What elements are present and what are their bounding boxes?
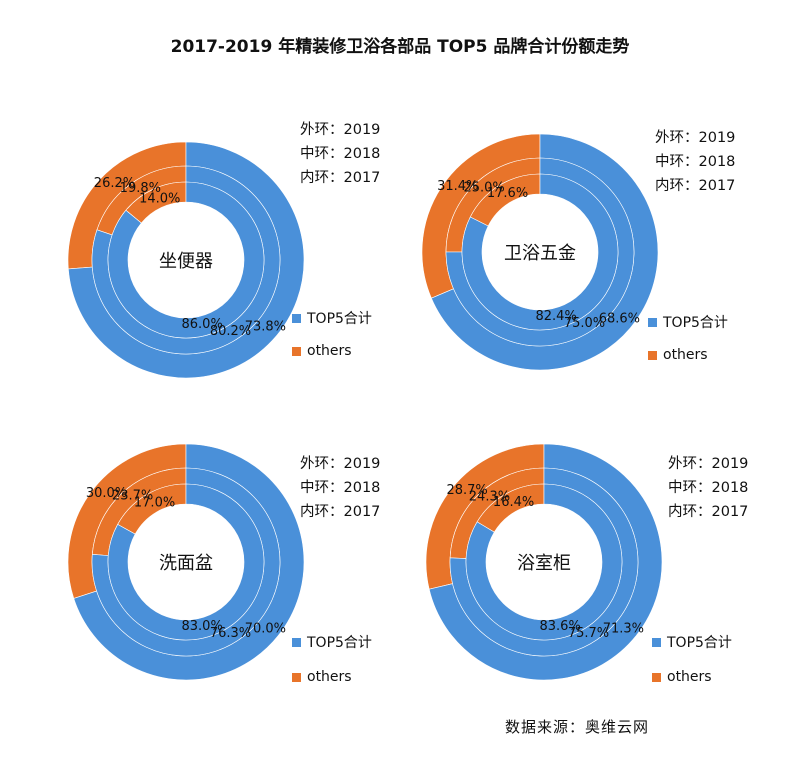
label-others-inner: 16.4% xyxy=(493,495,534,510)
legend-swatch-top5 xyxy=(652,637,661,647)
legend-label-others: others xyxy=(667,669,712,685)
donut-center-label: 洗面盆 xyxy=(159,553,213,574)
legend-item-others: others xyxy=(292,669,352,685)
ring-note-middle: 中环：2018 xyxy=(668,480,749,496)
slice-top5-inner xyxy=(107,181,265,339)
label-top5-inner: 86.0% xyxy=(182,317,223,332)
donut-center-label: 坐便器 xyxy=(159,251,213,272)
donut-panel-hardware: 31.4% 68.6% 25.0% 75.0% 17.6% 82.4% 卫浴五金 外环：20… xyxy=(360,80,760,410)
label-top5-middle: 75.0% xyxy=(564,316,605,331)
legend-label-top5: TOP5合计 xyxy=(667,635,732,651)
legend-swatch-top5 xyxy=(292,637,301,647)
label-top5-inner: 83.0% xyxy=(182,619,223,634)
slice-top5-inner xyxy=(461,173,619,331)
legend-swatch-top5 xyxy=(292,313,301,323)
legend-label-others: others xyxy=(307,669,352,685)
ring-note-outer: 外环：2019 xyxy=(300,122,381,138)
legend-swatch-others xyxy=(292,346,301,356)
label-top5-middle: 75.7% xyxy=(568,626,609,641)
ring-notes: 外环：2019 中环：2018 内环：2017 xyxy=(655,126,735,198)
legend-label-top5: TOP5合计 xyxy=(307,635,372,651)
ring-note-outer: 外环：2019 xyxy=(668,456,749,472)
label-others-middle: 24.3% xyxy=(469,490,510,505)
donut-center-label: 卫浴五金 xyxy=(504,243,576,264)
legend-item-top5: TOP5合计 xyxy=(292,632,372,652)
ring-note-middle: 中环：2018 xyxy=(300,146,381,162)
legend-label-others: others xyxy=(663,347,708,363)
label-others-inner: 14.0% xyxy=(139,191,180,206)
label-top5-outer: 73.8% xyxy=(245,320,286,335)
chart-title: 2017-2019 年精装修卫浴各部品 TOP5 品牌合计份额走势 xyxy=(170,37,630,57)
legend-label-others: others xyxy=(307,343,352,359)
label-top5-inner: 82.4% xyxy=(536,309,577,324)
legend-item-others: others xyxy=(292,343,352,359)
label-top5-outer: 68.6% xyxy=(599,312,640,327)
slice-top5-inner xyxy=(465,483,623,641)
label-others-outer: 26.2% xyxy=(94,176,135,191)
slice-top5-inner xyxy=(107,483,265,641)
legend-swatch-others xyxy=(648,350,657,360)
ring-note-inner: 内环：2017 xyxy=(300,504,381,520)
label-others-outer: 28.7% xyxy=(446,483,487,498)
ring-note-inner: 内环：2017 xyxy=(668,504,749,520)
legend-swatch-others xyxy=(292,672,301,682)
legend-label-top5: TOP5合计 xyxy=(663,315,728,331)
ring-note-outer: 外环：2019 xyxy=(300,456,381,472)
donut-chart-hardware: 31.4% 68.6% 25.0% 75.0% 17.6% 82.4% 卫浴五金 xyxy=(421,133,659,371)
ring-note-middle: 中环：2018 xyxy=(300,480,381,496)
ring-notes: 外环：2019 中环：2018 内环：2017 xyxy=(300,118,380,190)
donut-panel-cabinet: 28.7% 71.3% 24.3% 75.7% 16.4% 83.6% 浴室柜 外环：201… xyxy=(360,400,760,730)
ring-note-middle: 中环：2018 xyxy=(655,154,736,170)
label-others-outer: 30.0% xyxy=(86,486,127,501)
legend-swatch-top5 xyxy=(648,317,657,327)
legend-item-top5: TOP5合计 xyxy=(292,308,372,328)
ring-note-inner: 内环：2017 xyxy=(655,178,736,194)
label-top5-outer: 71.3% xyxy=(603,622,644,637)
ring-note-inner: 内环：2017 xyxy=(300,170,381,186)
donut-panel-basin: 30.0% 70.0% 23.7% 76.3% 17.0% 83.0% 洗面盆 外环：201… xyxy=(0,400,400,730)
donut-chart-cabinet: 28.7% 71.3% 24.3% 75.7% 16.4% 83.6% 浴室柜 xyxy=(425,443,663,681)
donut-chart-basin: 30.0% 70.0% 23.7% 76.3% 17.0% 83.0% 洗面盆 xyxy=(67,443,305,681)
label-top5-middle: 80.2% xyxy=(210,324,251,339)
data-source-note: 数据来源：奥维云网 xyxy=(505,718,650,736)
donut-center-label: 浴室柜 xyxy=(517,553,571,574)
label-top5-inner: 83.6% xyxy=(540,619,581,634)
legend-item-top5: TOP5合计 xyxy=(648,312,728,332)
label-top5-middle: 76.3% xyxy=(210,626,251,641)
ring-notes: 外环：2019 中环：2018 内环：2017 xyxy=(300,452,380,524)
ring-note-outer: 外环：2019 xyxy=(655,130,736,146)
label-others-middle: 19.8% xyxy=(120,181,161,196)
legend-label-top5: TOP5合计 xyxy=(307,311,372,327)
ring-notes: 外环：2019 中环：2018 内环：2017 xyxy=(668,452,748,524)
legend-swatch-others xyxy=(652,672,661,682)
legend-item-others: others xyxy=(648,347,708,363)
label-others-inner: 17.6% xyxy=(487,186,528,201)
donut-chart-toilet: 26.2% 73.8% 19.8% 80.2% 14.0% 86.0% 坐便器 xyxy=(67,141,305,379)
legend-item-top5: TOP5合计 xyxy=(652,632,732,652)
legend-item-others: others xyxy=(652,669,712,685)
label-others-middle: 23.7% xyxy=(112,489,153,504)
label-others-outer: 31.4% xyxy=(437,179,478,194)
label-others-middle: 25.0% xyxy=(463,181,504,196)
donut-panel-toilet: 26.2% 73.8% 19.8% 80.2% 14.0% 86.0% 坐便器 外环：201… xyxy=(0,80,400,410)
label-others-inner: 17.0% xyxy=(134,496,175,511)
label-top5-outer: 70.0% xyxy=(245,622,286,637)
